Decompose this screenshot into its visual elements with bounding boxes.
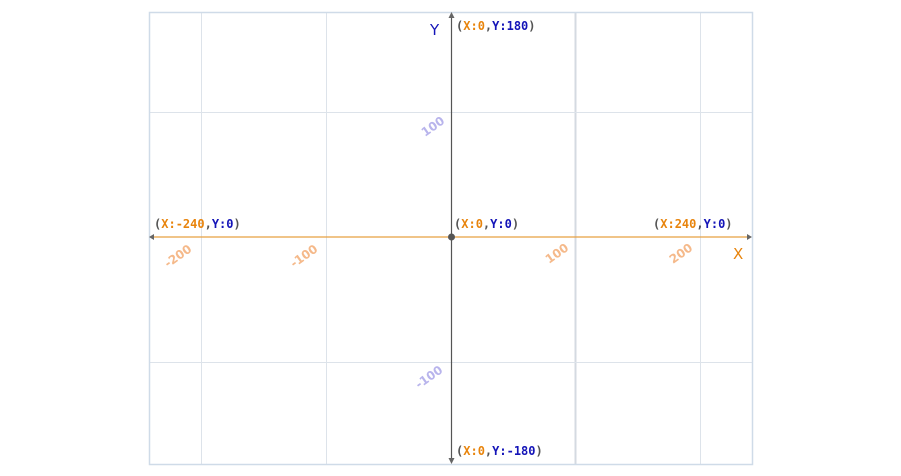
y-tick-label: 100 xyxy=(419,114,448,140)
coord-label-origin: (X:0,Y:0) xyxy=(454,217,519,231)
stage-border xyxy=(148,11,754,466)
y-axis-label: Y xyxy=(429,21,440,39)
coord-label-left: (X:-240,Y:0) xyxy=(154,217,241,231)
x-tick-label: -200 xyxy=(162,242,195,271)
x-tick-label: -100 xyxy=(288,242,321,271)
y-tick-label: -100 xyxy=(413,363,446,392)
x-tick-label: 100 xyxy=(543,241,572,267)
origin-dot xyxy=(448,233,455,241)
x-axis-label: X xyxy=(733,245,743,263)
coord-label-bottom: (X:0,Y:-180) xyxy=(456,444,543,458)
x-axis-right-arrow-icon xyxy=(747,234,752,240)
coord-label-right: (X:240,Y:0) xyxy=(653,217,733,231)
grid xyxy=(149,12,752,464)
y-axis-top-arrow-icon xyxy=(448,12,455,18)
y-axis-bottom-arrow-icon xyxy=(448,458,455,464)
x-tick-label: 200 xyxy=(667,241,696,267)
x-axis-left-arrow-icon xyxy=(149,234,154,240)
coord-label-top: (X:0,Y:180) xyxy=(456,19,536,33)
